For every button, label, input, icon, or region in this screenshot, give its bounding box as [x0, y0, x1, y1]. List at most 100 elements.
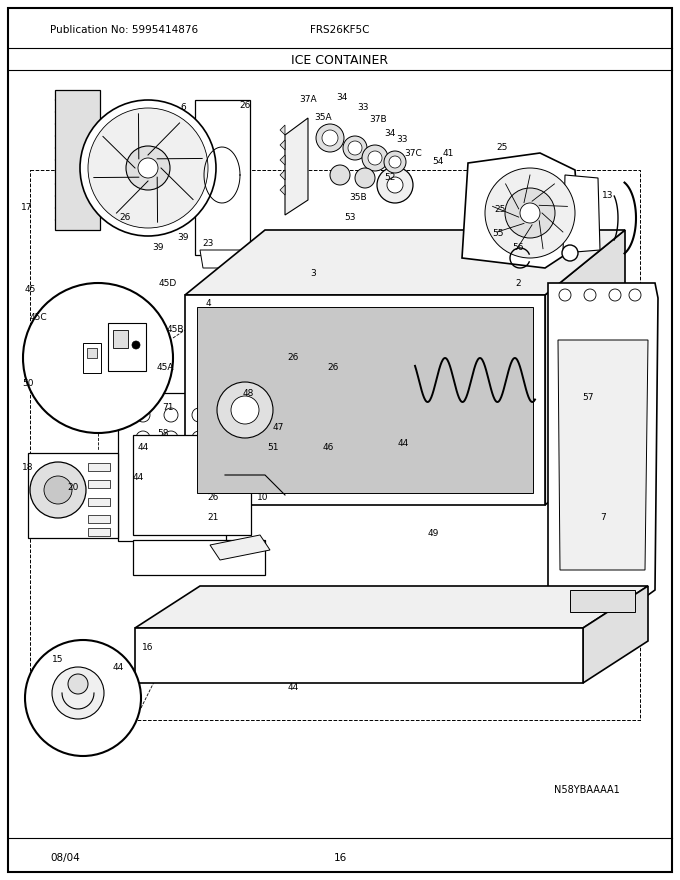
Circle shape: [136, 431, 150, 445]
Text: 23: 23: [203, 238, 214, 247]
Bar: [135, 628, 583, 683]
Polygon shape: [545, 230, 625, 505]
Bar: [113, 330, 128, 348]
Polygon shape: [563, 175, 600, 253]
Polygon shape: [210, 535, 270, 560]
Text: 50: 50: [22, 378, 34, 387]
Polygon shape: [558, 340, 648, 570]
Text: 56: 56: [512, 244, 524, 253]
Polygon shape: [280, 185, 285, 195]
Circle shape: [322, 130, 338, 146]
Text: 08/04: 08/04: [50, 853, 80, 863]
Text: 26: 26: [327, 363, 339, 372]
Circle shape: [520, 203, 540, 223]
Bar: [88, 498, 110, 506]
Polygon shape: [195, 100, 250, 255]
Text: 53: 53: [344, 214, 356, 223]
Text: 34: 34: [384, 128, 396, 137]
Bar: [108, 323, 146, 371]
Circle shape: [343, 136, 367, 160]
Bar: [185, 295, 545, 505]
Polygon shape: [548, 283, 658, 618]
Text: FRS26KF5C: FRS26KF5C: [310, 25, 370, 35]
Circle shape: [164, 408, 178, 422]
Bar: [88, 463, 110, 471]
Circle shape: [192, 431, 206, 445]
Circle shape: [30, 462, 86, 518]
Text: 37A: 37A: [299, 96, 317, 105]
Text: 55: 55: [492, 229, 504, 238]
Bar: [88, 528, 110, 536]
Circle shape: [362, 145, 388, 171]
Text: 18: 18: [22, 464, 34, 473]
Polygon shape: [462, 153, 580, 268]
Text: 54: 54: [432, 158, 443, 166]
Text: 51: 51: [267, 444, 279, 452]
Text: 45C: 45C: [29, 313, 47, 322]
Text: 45B: 45B: [166, 326, 184, 334]
Circle shape: [132, 341, 140, 349]
Text: 2: 2: [515, 278, 521, 288]
Circle shape: [584, 289, 596, 301]
Circle shape: [368, 151, 382, 165]
Polygon shape: [280, 155, 285, 165]
Text: 16: 16: [333, 853, 347, 863]
Circle shape: [80, 100, 216, 236]
Text: 6: 6: [180, 104, 186, 113]
Polygon shape: [583, 586, 648, 683]
Circle shape: [164, 477, 178, 491]
Text: Publication No: 5995414876: Publication No: 5995414876: [50, 25, 198, 35]
Text: 47: 47: [272, 423, 284, 432]
Text: 25: 25: [494, 206, 506, 215]
Circle shape: [192, 408, 206, 422]
Text: 71: 71: [163, 404, 174, 413]
Bar: [133, 435, 251, 535]
Polygon shape: [280, 170, 285, 180]
Text: 7: 7: [600, 514, 606, 523]
Circle shape: [389, 156, 401, 168]
Bar: [83, 343, 101, 373]
Text: 34: 34: [337, 93, 347, 102]
Text: 57: 57: [582, 393, 594, 402]
Circle shape: [136, 408, 150, 422]
Text: 49: 49: [427, 529, 439, 538]
Circle shape: [52, 667, 104, 719]
Text: 41: 41: [442, 149, 454, 158]
Circle shape: [164, 500, 178, 514]
Circle shape: [164, 454, 178, 468]
Text: 48: 48: [242, 388, 254, 398]
Text: 20: 20: [67, 483, 79, 493]
Text: 35A: 35A: [314, 114, 332, 122]
Polygon shape: [285, 118, 308, 215]
Text: N58YBAAAA1: N58YBAAAA1: [554, 785, 620, 795]
Text: 4: 4: [205, 298, 211, 307]
Circle shape: [629, 289, 641, 301]
Bar: [88, 480, 110, 488]
Text: 44: 44: [133, 473, 143, 482]
Circle shape: [23, 283, 173, 433]
Text: 15: 15: [52, 656, 64, 664]
Text: 26: 26: [119, 214, 131, 223]
Polygon shape: [55, 90, 100, 230]
Text: 37B: 37B: [369, 115, 387, 124]
Text: 33: 33: [396, 136, 408, 144]
Circle shape: [88, 108, 208, 228]
Circle shape: [164, 431, 178, 445]
Circle shape: [348, 141, 362, 155]
Text: 25: 25: [496, 143, 508, 152]
Circle shape: [387, 177, 403, 193]
Circle shape: [231, 396, 259, 424]
Circle shape: [192, 477, 206, 491]
Text: 13: 13: [602, 190, 614, 200]
Text: 44: 44: [397, 438, 409, 448]
Text: 26: 26: [288, 354, 299, 363]
Text: 21: 21: [207, 514, 219, 523]
Circle shape: [192, 500, 206, 514]
Polygon shape: [200, 250, 245, 268]
Circle shape: [217, 382, 273, 438]
Polygon shape: [570, 590, 635, 612]
Polygon shape: [185, 230, 625, 295]
Text: 45: 45: [24, 285, 35, 295]
Circle shape: [562, 245, 578, 261]
Text: 3: 3: [310, 268, 316, 277]
